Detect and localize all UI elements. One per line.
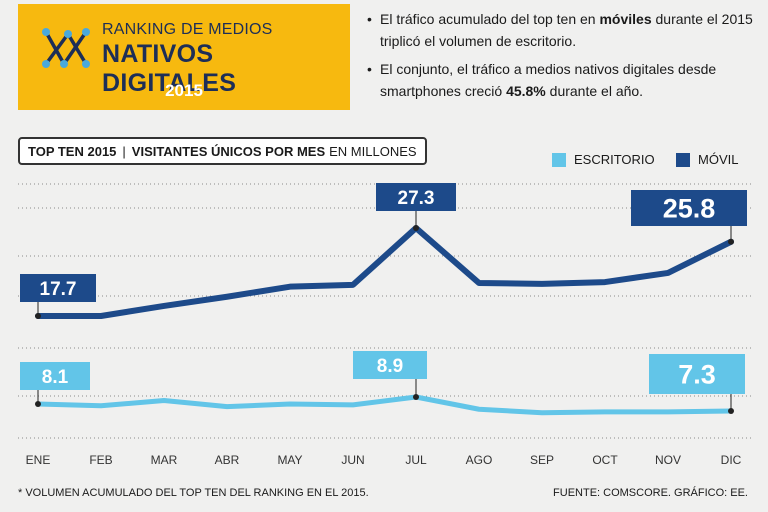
x-tick-label: JUN: [341, 453, 364, 467]
header-title-small: RANKING DE MEDIOS: [102, 21, 273, 38]
summary-bullets: El tráfico acumulado del top ten en móvi…: [366, 8, 764, 108]
data-point-marker: [35, 401, 41, 407]
data-label-text: 27.3: [398, 188, 435, 209]
data-label-text: 7.3: [678, 360, 716, 390]
network-logo-icon: [42, 28, 90, 68]
data-point-marker: [35, 313, 41, 319]
legend-movil-label: MÓVIL: [698, 152, 739, 167]
series-line-escritorio: [35, 394, 734, 416]
data-label-box: [376, 183, 456, 211]
header-title-big: NATIVOS DIGITALES: [102, 40, 237, 97]
header-year: 2015: [165, 81, 203, 100]
bullet-smartphone-growth: El conjunto, el tráfico a medios nativos…: [366, 58, 764, 102]
series-line-movil: [35, 225, 734, 319]
x-tick-label: SEP: [530, 453, 554, 467]
legend-movil: MÓVIL: [676, 152, 738, 167]
data-label-text: 17.7: [40, 279, 77, 300]
chart-title-part2: VISITANTES ÚNICOS POR MES: [131, 143, 326, 159]
x-tick-label: MAR: [151, 453, 178, 467]
data-point-marker: [728, 408, 734, 414]
chart-title: TOP TEN 2015 | VISITANTES ÚNICOS POR MES…: [18, 137, 427, 165]
legend-movil-swatch: [676, 152, 690, 167]
footnote: * VOLUMEN ACUMULADO DEL TOP TEN DEL RANK…: [18, 487, 369, 499]
data-label-box: [353, 351, 427, 379]
x-tick-label: ENE: [26, 453, 51, 467]
data-label-box: [631, 190, 747, 226]
data-label-text: 8.1: [42, 367, 69, 388]
x-tick-label: ABR: [215, 453, 240, 467]
data-label-box: [20, 362, 90, 390]
x-tick-label: JUL: [405, 453, 427, 467]
x-tick-label: DIC: [721, 453, 742, 467]
x-tick-label: FEB: [89, 453, 112, 467]
x-tick-label: AGO: [466, 453, 493, 467]
data-point-marker: [413, 394, 419, 400]
data-point-marker: [728, 238, 734, 245]
legend-escritorio-label: ESCRITORIO: [574, 152, 655, 167]
source-credit: FUENTE: COMSCORE. GRÁFICO: EE.: [553, 487, 748, 499]
x-tick-label: NOV: [655, 453, 681, 467]
data-label-box: [649, 354, 745, 394]
data-point-marker: [413, 225, 419, 231]
chart-title-part1: TOP TEN 2015: [28, 143, 117, 159]
legend-escritorio: ESCRITORIO: [552, 152, 655, 167]
chart-title-separator: |: [122, 143, 126, 159]
x-tick-label: MAY: [277, 453, 302, 467]
bullet-mobile-traffic: El tráfico acumulado del top ten en móvi…: [366, 8, 764, 52]
data-label-text: 8.9: [377, 356, 403, 377]
data-label-box: [20, 274, 96, 302]
x-tick-label: OCT: [592, 453, 618, 467]
header-box: RANKING DE MEDIOS NATIVOS DIGITALES 2015: [18, 4, 350, 110]
data-label-text: 25.8: [663, 194, 716, 224]
chart-title-part3: EN MILLONES: [329, 143, 417, 159]
legend-escritorio-swatch: [552, 152, 566, 167]
